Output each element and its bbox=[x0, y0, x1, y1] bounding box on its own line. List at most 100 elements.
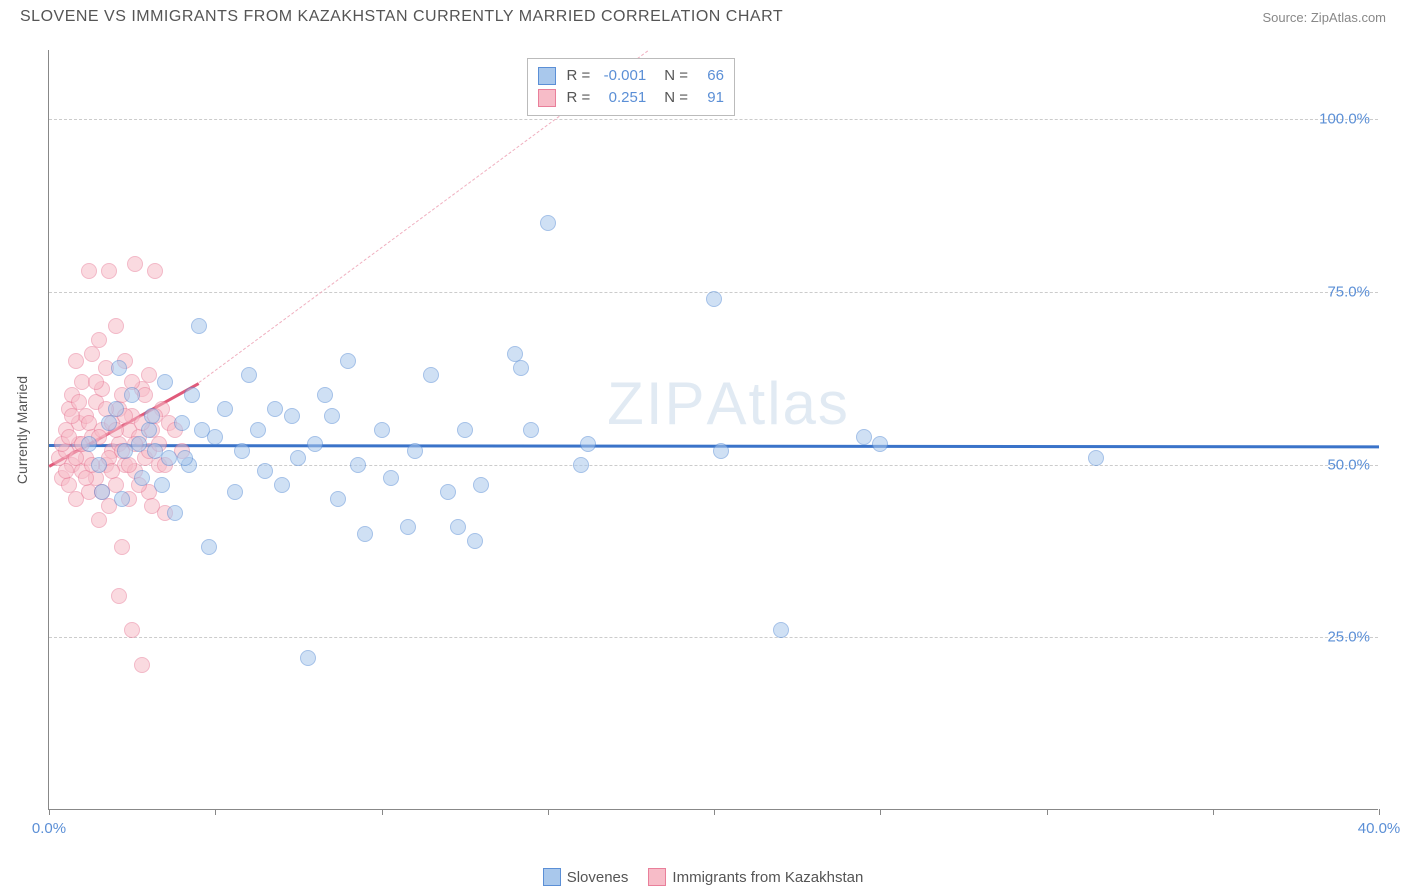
gridline bbox=[49, 637, 1378, 638]
data-point bbox=[117, 443, 133, 459]
data-point bbox=[307, 436, 323, 452]
x-tick bbox=[49, 809, 50, 815]
x-tick bbox=[382, 809, 383, 815]
data-point bbox=[101, 415, 117, 431]
data-point bbox=[250, 422, 266, 438]
data-point bbox=[457, 422, 473, 438]
data-point bbox=[108, 318, 124, 334]
data-point bbox=[201, 539, 217, 555]
data-point bbox=[184, 387, 200, 403]
data-point bbox=[58, 463, 74, 479]
data-point bbox=[68, 353, 84, 369]
stat-label: R = bbox=[562, 87, 590, 109]
data-point bbox=[324, 408, 340, 424]
gridline bbox=[49, 119, 1378, 120]
data-point bbox=[167, 505, 183, 521]
x-tick-label: 40.0% bbox=[1358, 820, 1401, 837]
data-point bbox=[467, 533, 483, 549]
data-point bbox=[64, 408, 80, 424]
y-tick-label: 25.0% bbox=[1327, 629, 1370, 646]
swatch-icon bbox=[538, 89, 556, 107]
data-point bbox=[71, 394, 87, 410]
data-point bbox=[274, 477, 290, 493]
data-point bbox=[872, 436, 888, 452]
data-point bbox=[91, 332, 107, 348]
gridline bbox=[49, 465, 1378, 466]
y-axis-label: Currently Married bbox=[14, 376, 30, 484]
data-point bbox=[340, 353, 356, 369]
data-point bbox=[111, 588, 127, 604]
data-point bbox=[227, 484, 243, 500]
legend-item-blue: Slovenes bbox=[543, 868, 629, 886]
legend-label: Immigrants from Kazakhstan bbox=[672, 869, 863, 886]
x-tick bbox=[880, 809, 881, 815]
data-point bbox=[317, 387, 333, 403]
data-point bbox=[773, 622, 789, 638]
x-tick bbox=[215, 809, 216, 815]
data-point bbox=[400, 519, 416, 535]
data-point bbox=[257, 463, 273, 479]
data-point bbox=[81, 263, 97, 279]
data-point bbox=[114, 491, 130, 507]
source-label: Source: ZipAtlas.com bbox=[1262, 10, 1386, 25]
legend-item-pink: Immigrants from Kazakhstan bbox=[648, 868, 863, 886]
data-point bbox=[68, 450, 84, 466]
data-point bbox=[473, 477, 489, 493]
watermark: ZIPAtlas bbox=[607, 369, 850, 438]
data-point bbox=[234, 443, 250, 459]
data-point bbox=[194, 422, 210, 438]
data-point bbox=[217, 401, 233, 417]
x-tick bbox=[714, 809, 715, 815]
y-tick-label: 75.0% bbox=[1327, 283, 1370, 300]
data-point bbox=[88, 374, 104, 390]
stat-value-r: -0.001 bbox=[596, 65, 646, 87]
data-point bbox=[573, 457, 589, 473]
data-point bbox=[127, 256, 143, 272]
x-tick bbox=[548, 809, 549, 815]
data-point bbox=[134, 657, 150, 673]
data-point bbox=[284, 408, 300, 424]
data-point bbox=[350, 457, 366, 473]
data-point bbox=[124, 387, 140, 403]
data-point bbox=[540, 215, 556, 231]
data-point bbox=[357, 526, 373, 542]
data-point bbox=[91, 512, 107, 528]
x-tick bbox=[1213, 809, 1214, 815]
data-point bbox=[121, 457, 137, 473]
data-point bbox=[78, 470, 94, 486]
data-point bbox=[81, 436, 97, 452]
data-point bbox=[157, 374, 173, 390]
stat-value-r: 0.251 bbox=[596, 87, 646, 109]
data-point bbox=[300, 650, 316, 666]
stat-label: N = bbox=[652, 87, 688, 109]
data-point bbox=[134, 470, 150, 486]
y-tick-label: 100.0% bbox=[1319, 111, 1370, 128]
scatter-chart: ZIPAtlas 25.0%50.0%75.0%100.0%0.0%40.0%R… bbox=[48, 50, 1378, 810]
stat-label: R = bbox=[562, 65, 590, 87]
data-point bbox=[383, 470, 399, 486]
swatch-icon bbox=[648, 868, 666, 886]
data-point bbox=[241, 367, 257, 383]
data-point bbox=[161, 450, 177, 466]
x-tick bbox=[1047, 809, 1048, 815]
data-point bbox=[580, 436, 596, 452]
stats-row: R =-0.001N =66 bbox=[538, 65, 724, 87]
data-point bbox=[513, 360, 529, 376]
data-point bbox=[154, 477, 170, 493]
data-point bbox=[1088, 450, 1104, 466]
data-point bbox=[374, 422, 390, 438]
data-point bbox=[330, 491, 346, 507]
chart-legend: Slovenes Immigrants from Kazakhstan bbox=[0, 868, 1406, 886]
data-point bbox=[290, 450, 306, 466]
stats-box: R =-0.001N =66R =0.251N =91 bbox=[527, 58, 735, 116]
data-point bbox=[101, 263, 117, 279]
stats-row: R =0.251N =91 bbox=[538, 87, 724, 109]
data-point bbox=[856, 429, 872, 445]
data-point bbox=[267, 401, 283, 417]
x-tick-label: 0.0% bbox=[32, 820, 66, 837]
data-point bbox=[177, 450, 193, 466]
data-point bbox=[523, 422, 539, 438]
data-point bbox=[84, 346, 100, 362]
data-point bbox=[706, 291, 722, 307]
data-point bbox=[174, 415, 190, 431]
